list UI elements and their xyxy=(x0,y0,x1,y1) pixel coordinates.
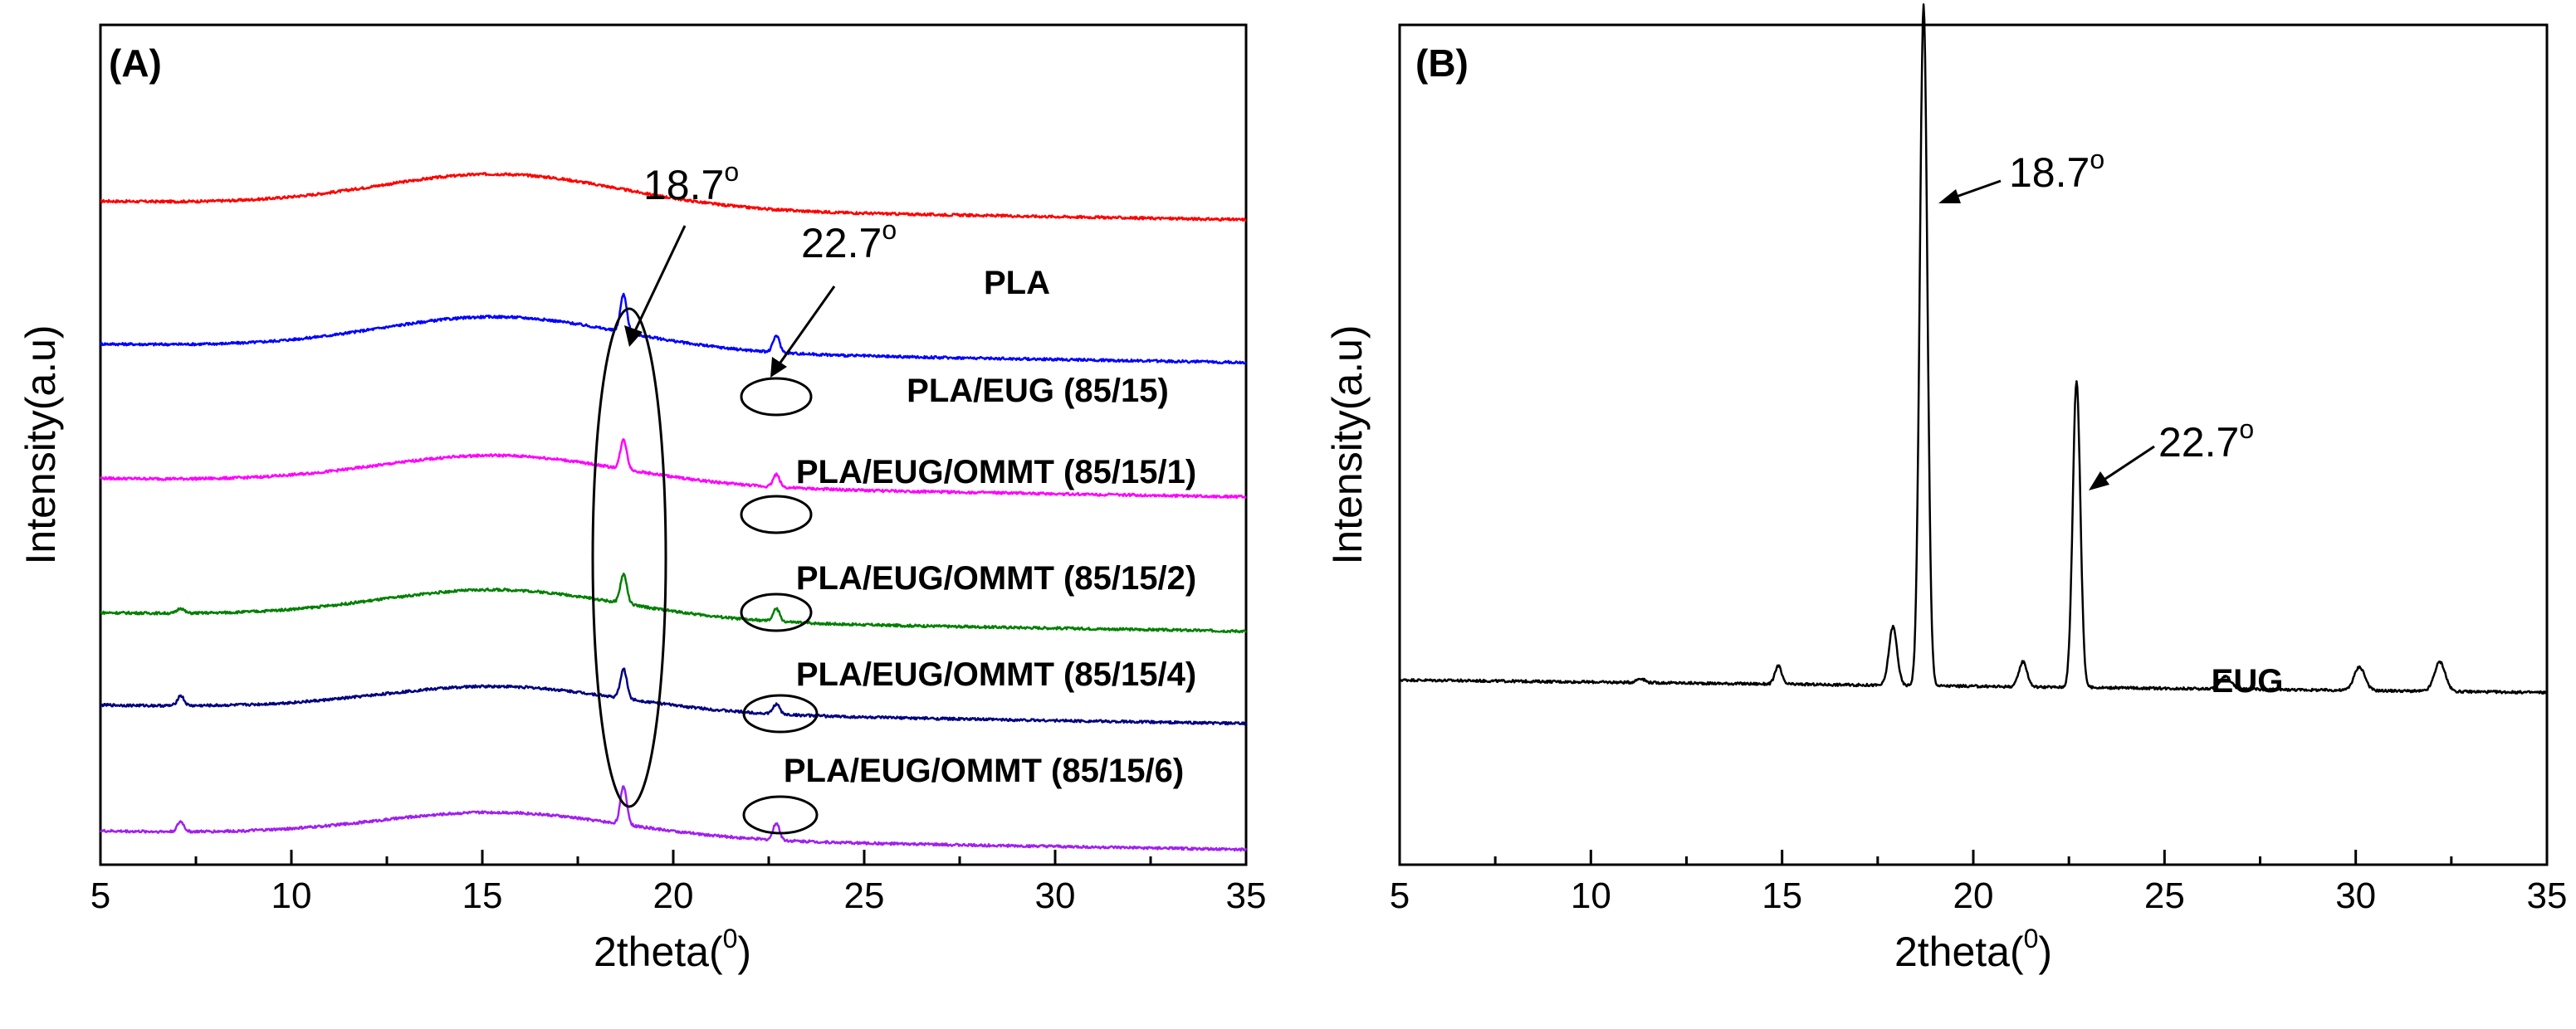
panel-a-annotation-22-7-value: 22.7 xyxy=(801,220,882,266)
panel-a-y-axis-label: Intensity(a.u) xyxy=(17,324,64,564)
panel-a-peak-22-7-ellipse-5 xyxy=(742,795,819,835)
panel-b-plot-frame xyxy=(1398,23,2549,866)
panel-a-x-tick-label: 10 xyxy=(271,875,312,916)
panel-a-x-axis-label: 2theta(0) xyxy=(594,924,751,975)
panel-a-x-tick-label: 30 xyxy=(1035,875,1076,916)
panel-b-x-tick-label: 15 xyxy=(1762,875,1802,916)
panel-b-x-tick-labels: 5 10 15 20 25 30 35 xyxy=(1390,875,2568,916)
panel-a-series-line xyxy=(99,785,1248,852)
panel-a-annotation-22-7-degree: o xyxy=(882,215,897,245)
panel-a-series-line xyxy=(100,172,1247,222)
panel-a-label: (A) xyxy=(109,41,162,85)
panel-a-x-tick-label: 20 xyxy=(653,875,694,916)
panel-b: 5 10 15 20 25 30 35 (B) 2theta(0) Intensity(a.… xyxy=(1324,2,2568,975)
panel-a-peak-22-7-ellipse-2 xyxy=(740,495,813,534)
panel-b-annotation-22-7-value: 22.7 xyxy=(2158,419,2239,466)
label-pla-eug: PLA/EUG (85/15) xyxy=(907,373,1169,409)
label-pla-eug-ommt-4: PLA/EUG/OMMT (85/15/4) xyxy=(796,656,1196,693)
label-pla-eug-ommt-1: PLA/EUG/OMMT (85/15/1) xyxy=(796,454,1196,490)
panel-b-x-ticks xyxy=(1398,850,2549,865)
panel-b-x-tick-label: 35 xyxy=(2527,875,2568,916)
label-pla-eug-ommt-2: PLA/EUG/OMMT (85/15/2) xyxy=(796,560,1196,597)
panel-a-annotation-18-7-degree: o xyxy=(724,157,739,187)
panel-b-annotation-18-7: 18.7o xyxy=(2009,144,2104,196)
label-pla-eug-ommt-6: PLA/EUG/OMMT (85/15/6) xyxy=(784,753,1184,789)
panel-b-x-tick-label: 30 xyxy=(2335,875,2376,916)
panel-b-x-axis-label: 2theta(0) xyxy=(1894,924,2052,975)
panel-b-x-tick-label: 5 xyxy=(1390,875,1410,916)
panel-b-x-axis-label-sup: 0 xyxy=(2024,924,2039,953)
panel-a-x-tick-labels: 5 10 15 20 25 30 35 xyxy=(90,875,1267,916)
panel-b-x-axis-label-close: ) xyxy=(2038,929,2052,975)
panel-a-annotation-22-7: 22.7o xyxy=(801,215,897,266)
panel-b-label: (B) xyxy=(1415,41,1469,85)
panel-b-annotation-22-7-degree: o xyxy=(2239,414,2254,444)
panel-a-plot-frame xyxy=(99,23,1248,866)
panel-a-peak-22-7-ellipse-1 xyxy=(740,377,813,417)
panel-a-x-tick-label: 5 xyxy=(90,875,110,916)
panel-b-series xyxy=(1398,2,2549,695)
panel-b-series-line xyxy=(1398,2,2549,695)
panel-a-x-tick-label: 15 xyxy=(462,875,503,916)
panel-a-x-ticks xyxy=(99,850,1248,865)
label-eug: EUG xyxy=(2212,663,2284,700)
panel-a-series-line xyxy=(99,292,1247,365)
panel-a-x-axis-label-sup: 0 xyxy=(723,924,738,953)
panel-a-arrow-18-7 xyxy=(624,225,687,347)
panel-a-x-axis-label-main: 2theta( xyxy=(594,929,723,975)
panel-b-arrow-22-7 xyxy=(2089,445,2155,490)
panel-a-x-tick-label: 35 xyxy=(1226,875,1267,916)
panel-a: 5 10 15 20 25 30 35 (A) 2theta(0) Intensity(a.… xyxy=(17,23,1267,975)
panel-a-series xyxy=(99,172,1248,852)
panel-a-peak-22-7-ellipse-3 xyxy=(740,593,813,632)
panel-b-annotation-18-7-value: 18.7 xyxy=(2009,149,2090,196)
panel-a-x-tick-label: 25 xyxy=(844,875,885,916)
panel-a-peak-18-7-ellipse xyxy=(591,307,667,808)
panel-b-annotation-22-7: 22.7o xyxy=(2158,414,2254,466)
panel-b-annotation-18-7-degree: o xyxy=(2090,144,2104,174)
panel-b-x-tick-label: 20 xyxy=(1953,875,1994,916)
panel-a-peak-22-7-ellipse-4 xyxy=(742,694,819,734)
panel-a-annotation-18-7-value: 18.7 xyxy=(643,162,724,208)
panel-a-x-axis-label-close: ) xyxy=(737,929,751,975)
panel-a-annotation-18-7: 18.7o xyxy=(643,157,739,208)
panel-a-series-line xyxy=(100,438,1247,500)
panel-b-x-tick-label: 10 xyxy=(1571,875,1611,916)
panel-a-series-line xyxy=(100,573,1247,634)
panel-b-x-tick-label: 25 xyxy=(2144,875,2185,916)
panel-b-x-axis-label-main: 2theta( xyxy=(1894,929,2024,975)
panel-b-y-axis-label: Intensity(a.u) xyxy=(1324,324,1371,564)
panel-a-series-line xyxy=(100,667,1248,726)
panel-b-arrow-18-7 xyxy=(1938,179,2002,203)
label-pla: PLA xyxy=(984,265,1050,301)
panel-a-arrow-22-7 xyxy=(770,285,836,378)
